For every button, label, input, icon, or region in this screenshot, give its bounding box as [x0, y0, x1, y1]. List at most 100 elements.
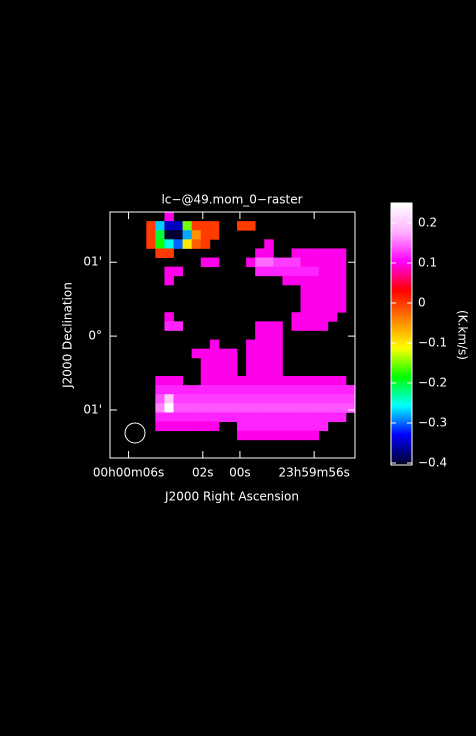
cell	[300, 275, 311, 286]
colorbar-step	[391, 391, 412, 394]
cell	[164, 221, 174, 231]
cell	[173, 376, 183, 386]
cell	[173, 421, 183, 432]
cell	[273, 330, 283, 340]
cell	[336, 284, 347, 295]
cell	[227, 394, 238, 404]
cell	[227, 412, 238, 422]
colorbar-step	[391, 437, 412, 440]
cell	[155, 230, 165, 240]
cell	[264, 403, 274, 413]
cell	[255, 421, 265, 432]
cell	[200, 239, 211, 249]
colorbar-step	[391, 239, 412, 242]
colorbar-step	[391, 243, 412, 246]
cell	[264, 339, 274, 350]
cell	[309, 403, 320, 413]
cell	[246, 412, 256, 422]
cell	[336, 412, 347, 422]
cell	[246, 394, 256, 404]
colorbar-step	[391, 285, 412, 288]
cell	[327, 312, 338, 322]
colorbar-step	[391, 409, 412, 412]
colorbar-step	[391, 367, 412, 370]
cell	[345, 403, 356, 413]
cell	[164, 394, 174, 404]
cell	[164, 421, 174, 432]
cell	[318, 248, 329, 258]
cell	[264, 321, 274, 331]
cell	[164, 321, 174, 331]
cell	[336, 248, 347, 258]
cell	[255, 339, 265, 350]
cell	[264, 266, 274, 277]
colorbar-step	[391, 217, 412, 220]
cell	[273, 357, 283, 368]
cell	[237, 430, 247, 441]
cell	[291, 421, 301, 432]
colorbar-tick-label: −0.4	[418, 456, 447, 470]
cell	[327, 394, 338, 404]
colorbar-step	[391, 205, 412, 208]
cell	[246, 357, 256, 368]
cell	[164, 312, 174, 322]
cell	[182, 403, 193, 413]
colorbar-step	[391, 379, 412, 382]
colorbar-step	[391, 389, 412, 392]
colorbar-step	[391, 223, 412, 226]
cell	[182, 221, 193, 231]
colorbar-step	[391, 299, 412, 302]
colorbar-step	[391, 385, 412, 388]
cell	[318, 257, 329, 268]
cell	[336, 257, 347, 268]
cell	[246, 430, 256, 441]
colorbar-step	[391, 315, 412, 318]
cell	[309, 312, 320, 322]
colorbar-step	[391, 343, 412, 346]
colorbar-step	[391, 227, 412, 230]
cell	[291, 248, 301, 258]
cell	[173, 385, 183, 395]
cell	[209, 221, 220, 231]
cell	[309, 275, 320, 286]
colorbar-step	[391, 237, 412, 240]
cell	[300, 421, 311, 432]
cell	[264, 376, 274, 386]
cell	[218, 366, 229, 377]
cell	[173, 321, 183, 331]
chart-title: lc−@49.mom_0−raster	[161, 193, 302, 207]
colorbar-step	[391, 277, 412, 280]
colorbar-step	[391, 321, 412, 324]
colorbar-step	[391, 323, 412, 326]
cell	[164, 403, 174, 413]
cell	[164, 376, 174, 386]
cell	[318, 312, 329, 322]
cell	[200, 412, 211, 422]
cell	[155, 239, 165, 249]
cell	[173, 412, 183, 422]
cell	[336, 294, 347, 304]
cell	[164, 412, 174, 422]
cell	[155, 376, 165, 386]
colorbar-step	[391, 219, 412, 222]
colorbar-step	[391, 235, 412, 238]
cell	[164, 239, 174, 249]
colorbar-step	[391, 449, 412, 452]
cell	[255, 403, 265, 413]
cell	[300, 257, 311, 268]
cell	[273, 376, 283, 386]
cell	[318, 321, 329, 331]
cell	[182, 421, 193, 432]
cell	[336, 376, 347, 386]
cell	[318, 376, 329, 386]
colorbar-step	[391, 215, 412, 218]
x-tick-label: 00s	[229, 466, 251, 480]
colorbar-step	[391, 273, 412, 276]
plot-frame	[109, 211, 356, 459]
cell	[264, 412, 274, 422]
cell	[282, 403, 292, 413]
colorbar-step	[391, 255, 412, 258]
colorbar-step	[391, 353, 412, 356]
cell	[227, 357, 238, 368]
colorbar-step	[391, 347, 412, 350]
